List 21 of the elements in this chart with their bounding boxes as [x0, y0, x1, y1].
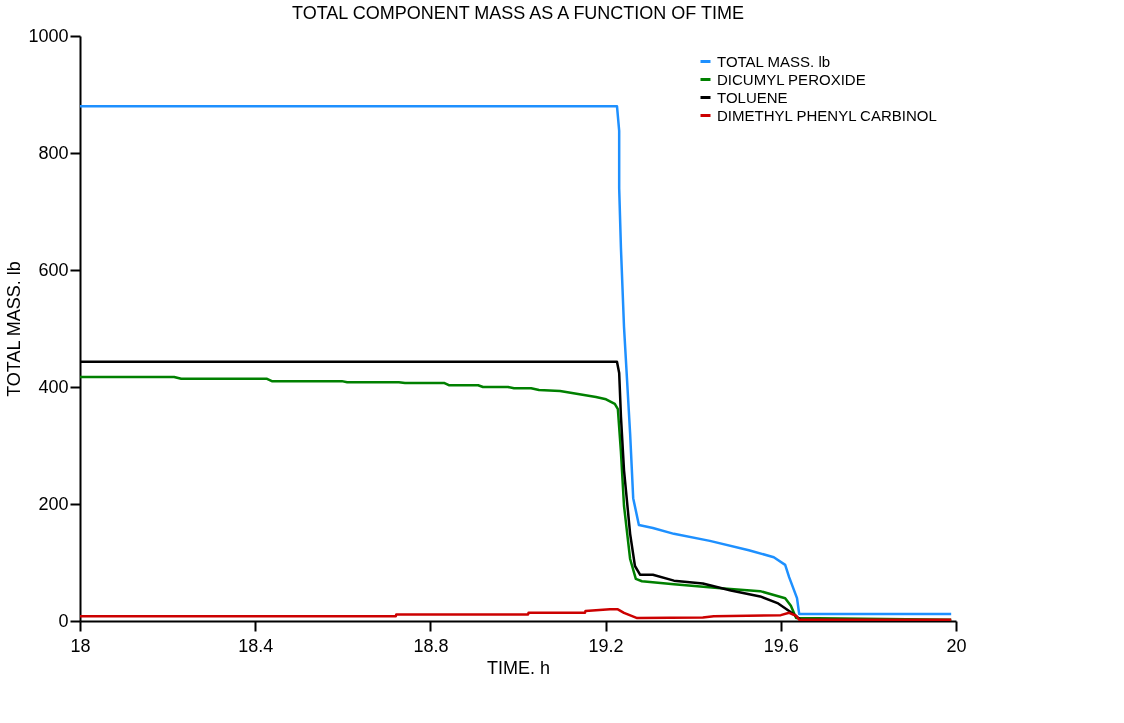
- y-tick-label: 1000: [28, 25, 69, 46]
- line-series: [80, 608, 953, 621]
- y-tick-label: 600: [38, 259, 69, 280]
- x-tick-label: 20: [946, 635, 967, 656]
- y-tick-label: 200: [38, 493, 69, 514]
- legend-label: DIMETHYL PHENYL CARBINOL: [717, 106, 937, 124]
- legend-label: DICUMYL PEROXIDE: [717, 70, 866, 88]
- x-axis-title: TIME. h: [486, 657, 551, 678]
- chart-title: TOTAL COMPONENT MASS AS A FUNCTION OF TIME: [291, 3, 745, 23]
- line-series: [80, 104, 953, 616]
- x-tick-label: 18: [70, 635, 91, 656]
- y-tick-label: 400: [38, 376, 69, 397]
- y-axis-title: TOTAL MASS. lb: [4, 261, 25, 397]
- x-tick-label: 18.4: [238, 635, 274, 656]
- x-tick-label: 19.6: [763, 635, 799, 656]
- x-tick-label: 18.8: [413, 635, 449, 656]
- y-tick-label: 800: [38, 142, 69, 163]
- legend-label: TOLUENE: [717, 88, 788, 106]
- legend-label: TOTAL MASS. lb: [717, 52, 831, 70]
- y-tick-label: 0: [58, 610, 69, 631]
- x-tick-label: 19.2: [588, 635, 624, 656]
